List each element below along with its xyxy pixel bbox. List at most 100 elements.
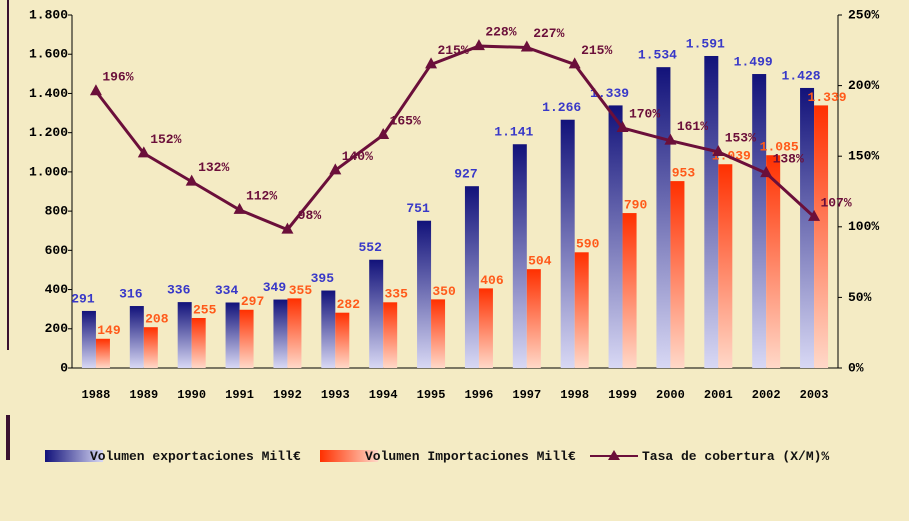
bar (191, 317, 206, 368)
data-label: 590 (576, 237, 600, 252)
data-label: 291 (71, 291, 95, 306)
y2-tick-label: 200% (848, 78, 879, 93)
data-label: 161% (677, 119, 708, 134)
bar (478, 288, 493, 368)
bar (814, 105, 829, 368)
bar (431, 299, 446, 368)
bar (670, 181, 685, 368)
data-label: 196% (102, 70, 133, 85)
x-tick-label: 2002 (752, 388, 781, 402)
marker (137, 146, 150, 158)
data-label: 406 (480, 273, 504, 288)
bar (321, 290, 336, 368)
y-tick-label: 400 (45, 282, 69, 297)
data-label: 751 (406, 201, 430, 216)
data-label: 395 (311, 271, 335, 286)
legend-label: Tasa de cobertura (X/M)% (642, 449, 830, 464)
marker (425, 57, 438, 69)
bar (335, 312, 350, 368)
data-label: 1.534 (638, 48, 677, 63)
data-label: 350 (432, 284, 456, 299)
y-tick-label: 1.200 (29, 125, 68, 140)
data-label: 504 (528, 254, 552, 269)
x-tick-label: 1998 (560, 388, 589, 402)
bar (95, 338, 110, 368)
y-tick-label: 800 (45, 204, 69, 219)
data-label: 255 (193, 302, 217, 317)
data-label: 316 (119, 286, 143, 301)
bar (512, 144, 527, 368)
bar (800, 87, 815, 368)
data-label: 228% (485, 25, 516, 40)
x-tick-label: 1996 (465, 388, 494, 402)
y2-tick-label: 150% (848, 149, 879, 164)
marker (329, 163, 342, 175)
x-tick-label: 1997 (512, 388, 541, 402)
data-label: 355 (289, 283, 313, 298)
data-label: 227% (533, 26, 564, 41)
data-label: 953 (672, 166, 696, 181)
data-label: 552 (358, 240, 382, 255)
data-label: 927 (454, 167, 477, 182)
data-label: 215% (437, 43, 468, 58)
x-tick-label: 1993 (321, 388, 350, 402)
marker (712, 144, 725, 156)
x-tick-label: 2000 (656, 388, 685, 402)
data-label: 112% (246, 188, 277, 203)
data-label: 1.499 (734, 54, 773, 69)
y2-tick-label: 50% (848, 290, 872, 305)
data-label: 140% (342, 149, 373, 164)
bar (752, 74, 767, 368)
bar (369, 259, 384, 368)
data-label: 790 (624, 198, 648, 213)
y2-tick-label: 100% (848, 219, 879, 234)
x-tick-label: 1990 (177, 388, 206, 402)
bar (383, 302, 398, 368)
x-tick-label: 1995 (417, 388, 446, 402)
data-label: 1.266 (542, 100, 581, 115)
data-label: 152% (150, 132, 181, 147)
bar (560, 119, 575, 369)
marker (185, 174, 198, 186)
marker (377, 128, 390, 140)
marker (664, 133, 677, 145)
data-label: 336 (167, 283, 191, 298)
data-label: 297 (241, 294, 264, 309)
y2-tick-label: 0% (848, 360, 864, 375)
data-label: 349 (263, 280, 287, 295)
x-tick-label: 1988 (82, 388, 111, 402)
bar (766, 155, 781, 368)
bar (574, 252, 589, 368)
data-label: 1.141 (494, 125, 533, 140)
x-tick-label: 1992 (273, 388, 302, 402)
data-label: 282 (337, 297, 361, 312)
bar (622, 213, 637, 368)
data-label: 1.591 (686, 36, 725, 51)
y-tick-label: 200 (45, 321, 69, 336)
data-label: 1.339 (808, 90, 847, 105)
legend-label: Volumen exportaciones Mill€ (90, 449, 301, 464)
bar (704, 55, 719, 369)
bar (718, 164, 733, 368)
x-tick-label: 1989 (129, 388, 158, 402)
y-tick-label: 1.800 (29, 7, 68, 22)
y-tick-label: 1.000 (29, 164, 68, 179)
data-label: 208 (145, 312, 169, 327)
marker (281, 222, 294, 234)
marker (89, 84, 102, 96)
legend-swatch (320, 450, 378, 462)
data-label: 334 (215, 283, 239, 298)
bar (177, 302, 192, 368)
data-label: 215% (581, 43, 612, 58)
data-label: 138% (773, 152, 804, 167)
y2-tick-label: 250% (848, 7, 879, 22)
marker (568, 57, 581, 69)
x-tick-label: 2003 (800, 388, 829, 402)
y-tick-label: 600 (45, 243, 69, 258)
marker (808, 209, 821, 221)
data-label: 170% (629, 106, 660, 121)
bar (81, 310, 96, 368)
bar (239, 309, 254, 368)
